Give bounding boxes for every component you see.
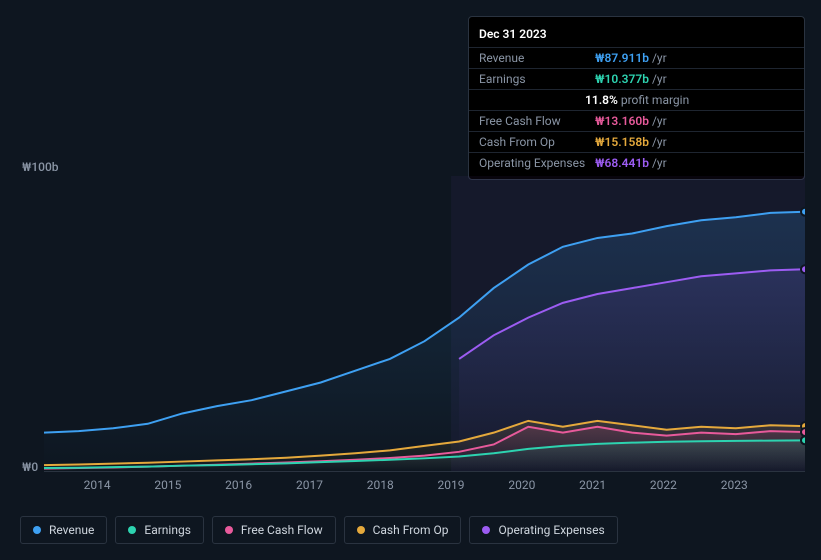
tooltip-value: ₩10.377b	[595, 72, 649, 86]
x-tick-label: 2017	[296, 478, 323, 492]
x-tick-label: 2022	[650, 478, 677, 492]
tooltip-date: Dec 31 2023	[469, 23, 804, 47]
tooltip-suffix: /yr	[652, 114, 667, 128]
tooltip-label: Free Cash Flow	[479, 114, 595, 128]
chart-svg	[44, 176, 805, 472]
series-endcap	[801, 265, 805, 273]
tooltip-label: Earnings	[479, 72, 595, 86]
y-tick-label: ₩100b	[22, 160, 59, 174]
series-endcap	[801, 436, 805, 444]
legend-item[interactable]: Free Cash Flow	[212, 516, 336, 544]
legend: Revenue Earnings Free Cash Flow Cash From O…	[20, 516, 618, 544]
legend-dot	[482, 526, 490, 534]
tooltip-row: Earnings₩10.377b/yr	[469, 68, 804, 89]
legend-dot	[357, 526, 365, 534]
legend-item[interactable]: Operating Expenses	[469, 516, 617, 544]
tooltip-row: 11.8%profit margin	[469, 89, 804, 110]
legend-label: Operating Expenses	[498, 523, 604, 537]
x-tick-label: 2019	[438, 478, 465, 492]
tooltip-suffix: /yr	[652, 135, 667, 149]
tooltip-suffix: /yr	[652, 156, 667, 170]
tooltip-rows: Revenue₩87.911b/yrEarnings₩10.377b/yr11.…	[469, 47, 804, 173]
tooltip-suffix: profit margin	[621, 93, 689, 107]
tooltip-row: Operating Expenses₩68.441b/yr	[469, 152, 804, 173]
legend-item[interactable]: Earnings	[115, 516, 204, 544]
x-tick-label: 2023	[721, 478, 748, 492]
tooltip-value: ₩68.441b	[595, 156, 649, 170]
legend-label: Free Cash Flow	[241, 523, 323, 537]
tooltip-value: ₩15.158b	[595, 135, 649, 149]
legend-dot	[128, 526, 136, 534]
tooltip-suffix: /yr	[652, 72, 667, 86]
legend-item[interactable]: Cash From Op	[344, 516, 462, 544]
legend-dot	[33, 526, 41, 534]
tooltip-card: Dec 31 2023 Revenue₩87.911b/yrEarnings₩1…	[468, 16, 805, 180]
tooltip-label: Revenue	[479, 51, 595, 65]
legend-dot	[225, 526, 233, 534]
series-endcap	[801, 428, 805, 436]
x-tick-label: 2016	[225, 478, 252, 492]
tooltip-suffix: /yr	[652, 51, 667, 65]
x-tick-label: 2018	[367, 478, 394, 492]
tooltip-value: ₩87.911b	[595, 51, 649, 65]
x-tick-label: 2021	[579, 478, 606, 492]
series-endcap	[801, 208, 805, 216]
x-tick-label: 2020	[508, 478, 535, 492]
tooltip-row: Free Cash Flow₩13.160b/yr	[469, 110, 804, 131]
x-tick-label: 2015	[154, 478, 181, 492]
tooltip-row: Revenue₩87.911b/yr	[469, 47, 804, 68]
x-tick-label: 2014	[84, 478, 111, 492]
legend-label: Earnings	[144, 523, 191, 537]
tooltip-row: Cash From Op₩15.158b/yr	[469, 131, 804, 152]
tooltip-label: Operating Expenses	[479, 156, 595, 170]
tooltip-value: 11.8%	[585, 93, 618, 107]
tooltip-label: Cash From Op	[479, 135, 595, 149]
legend-item[interactable]: Revenue	[20, 516, 107, 544]
x-axis: 2014 2015 2016 2017 2018 2019 2020 2021 2022 2023	[44, 478, 805, 498]
tooltip-value: ₩13.160b	[595, 114, 649, 128]
chart-area	[16, 176, 805, 472]
legend-label: Revenue	[49, 523, 94, 537]
legend-label: Cash From Op	[373, 523, 449, 537]
